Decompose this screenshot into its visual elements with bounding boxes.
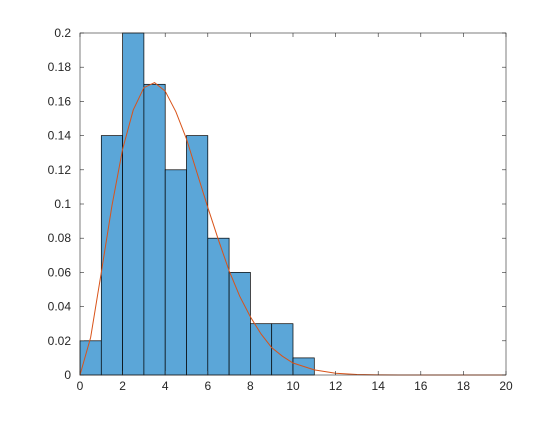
histogram-bar — [271, 323, 294, 376]
y-tick-label: 0.1 — [54, 197, 71, 211]
histogram-bars — [79, 32, 315, 376]
x-tick-label: 12 — [329, 379, 343, 393]
y-tick-label: 0.02 — [48, 334, 72, 348]
histogram-bar — [164, 169, 187, 376]
x-tick-label: 10 — [286, 379, 300, 393]
x-tick-label: 18 — [457, 379, 471, 393]
x-tick-label: 2 — [119, 379, 126, 393]
y-tick-label: 0.14 — [48, 129, 72, 143]
y-tick-label: 0 — [64, 368, 71, 382]
y-tick-label: 0.12 — [48, 163, 72, 177]
histogram-bar — [207, 237, 230, 376]
x-tick-label: 6 — [204, 379, 211, 393]
y-axis-ticks: 0 0.02 0.04 0.06 0.08 0.1 0.12 0.14 0.16 0.18 0.2 — [48, 26, 506, 382]
histogram-bar — [143, 83, 166, 376]
histogram-bar — [122, 32, 145, 376]
x-tick-label: 20 — [499, 379, 513, 393]
y-tick-label: 0.06 — [48, 265, 72, 279]
x-tick-label: 8 — [247, 379, 254, 393]
histogram-bar — [79, 340, 102, 376]
y-tick-label: 0.2 — [54, 26, 71, 40]
histogram-bar — [228, 272, 251, 376]
y-tick-label: 0.16 — [48, 94, 72, 108]
histogram-bar — [250, 323, 273, 376]
y-tick-label: 0.04 — [48, 300, 72, 314]
y-tick-label: 0.08 — [48, 231, 72, 245]
y-tick-label: 0.18 — [48, 60, 72, 74]
x-tick-label: 4 — [162, 379, 169, 393]
x-tick-label: 14 — [372, 379, 386, 393]
x-tick-label: 0 — [77, 379, 84, 393]
x-axis-ticks: 0 2 4 6 8 10 12 14 16 18 20 — [77, 33, 513, 393]
x-tick-label: 16 — [414, 379, 428, 393]
histogram-bar — [186, 135, 209, 376]
